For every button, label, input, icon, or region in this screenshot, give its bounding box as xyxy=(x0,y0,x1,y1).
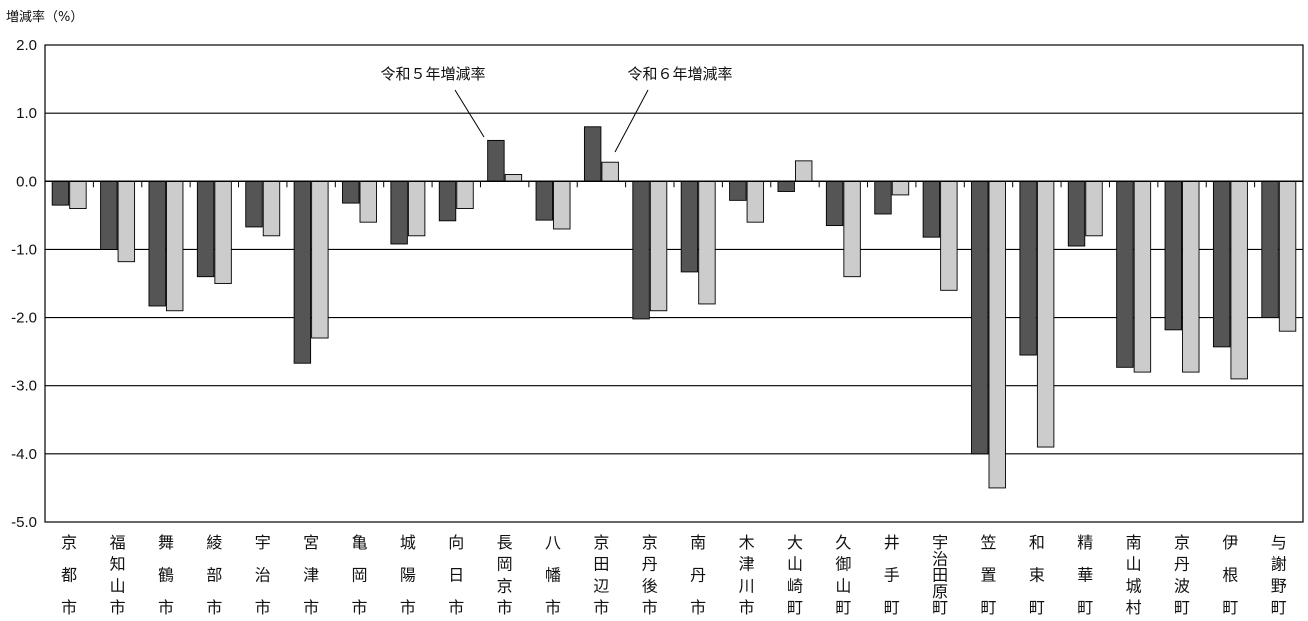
y-tick-label: 2.0 xyxy=(16,37,37,54)
bar-series-1 xyxy=(390,180,408,245)
bar-series-2 xyxy=(117,180,136,263)
category-label: 与謝野町 xyxy=(1271,533,1287,617)
bar-series-1 xyxy=(438,180,457,222)
category-label: 和束町 xyxy=(1029,533,1045,617)
annotation-label: 令和５年増減率 xyxy=(380,65,485,83)
bar-series-1 xyxy=(1164,180,1182,331)
category-label: 京丹波町 xyxy=(1174,533,1190,617)
y-axis-title: 増減率（%） xyxy=(6,10,84,25)
category-label: 木津川市 xyxy=(739,533,755,617)
bar-series-1 xyxy=(632,180,650,320)
bar-series-1 xyxy=(680,180,699,273)
category-label: 井手町 xyxy=(884,533,900,617)
bar-series-2 xyxy=(1085,180,1103,237)
bar-series-2 xyxy=(214,180,232,284)
bar-series-1 xyxy=(729,180,747,201)
category-label: 大山崎町 xyxy=(787,533,803,617)
category-label: 舞鶴市 xyxy=(158,533,174,617)
annotation-leader-line xyxy=(614,89,649,153)
y-tick-label: -4.0 xyxy=(11,446,37,463)
bar-series-2 xyxy=(504,174,523,182)
category-label: 京都市 xyxy=(61,533,77,617)
bar-series-2 xyxy=(795,160,813,182)
category-label: 伊根町 xyxy=(1222,533,1238,617)
category-label: 向日市 xyxy=(448,533,464,617)
bar-series-2 xyxy=(456,180,474,209)
bar-series-2 xyxy=(891,180,910,196)
bar-series-1 xyxy=(1261,180,1279,319)
bar-series-1 xyxy=(535,180,553,221)
category-label: 精華町 xyxy=(1077,533,1093,617)
bar-series-2 xyxy=(166,180,184,312)
bar-series-2 xyxy=(69,180,87,209)
category-label: 宇治市 xyxy=(255,533,271,617)
category-label: 長岡京市 xyxy=(497,533,513,617)
bar-series-2 xyxy=(262,180,281,237)
category-label: 城陽市 xyxy=(400,533,416,617)
bar-series-2 xyxy=(601,161,619,182)
y-axis-ticks: 2.0 1.0 0.0 -1.0 -2.0 -3.0 -4.0 -5.0 xyxy=(11,37,37,531)
bars xyxy=(51,126,1297,489)
bar-series-1 xyxy=(583,126,602,182)
bar-series-1 xyxy=(1212,180,1231,348)
category-label: 京田辺市 xyxy=(593,533,609,617)
y-tick-label: 1.0 xyxy=(16,105,37,122)
bar-series-2 xyxy=(746,180,765,223)
category-label: 南丹市 xyxy=(690,533,706,617)
bar-series-2 xyxy=(1230,180,1248,380)
category-label: 福知山市 xyxy=(110,533,126,617)
bar-series-1 xyxy=(245,180,263,228)
y-tick-label: -2.0 xyxy=(11,310,37,327)
bar-series-2 xyxy=(940,180,958,291)
bar-series-1 xyxy=(100,180,118,250)
y-tick-label: -3.0 xyxy=(11,378,37,395)
category-label: 笠置町 xyxy=(980,533,996,617)
x-axis xyxy=(44,180,1304,188)
bar-series-2 xyxy=(1133,180,1152,373)
bar-series-1 xyxy=(1067,180,1086,247)
bar-series-1 xyxy=(825,180,844,227)
gridlines xyxy=(44,44,1304,523)
bar-series-1 xyxy=(196,180,215,278)
category-label: 南山城村 xyxy=(1126,533,1142,617)
category-label: 綾部市 xyxy=(206,533,222,617)
category-label: 亀岡市 xyxy=(351,533,367,617)
category-labels: 京都市 福知山市 舞鶴市 綾部市 宇治市 宮津市 亀岡市 城陽市 向日市 長岡京市 八幡市 京田辺市 京… xyxy=(61,533,1287,617)
bar-series-1 xyxy=(971,180,989,455)
bar-series-2 xyxy=(698,180,716,305)
bar-series-1 xyxy=(487,139,505,182)
category-label: 宮津市 xyxy=(303,533,319,617)
bar-series-2 xyxy=(311,180,329,339)
annotations: 令和５年増減率 令和６年増減率 xyxy=(380,65,733,153)
bar-series-2 xyxy=(843,180,861,278)
category-label: 久御山町 xyxy=(835,533,851,617)
annotation-leader-line xyxy=(454,89,485,138)
bar-series-2 xyxy=(553,180,571,230)
annotation-label: 令和６年増減率 xyxy=(627,65,732,83)
bar-series-1 xyxy=(293,180,312,364)
bar-series-2 xyxy=(988,180,1006,489)
category-label: 宇治田原町 xyxy=(932,533,948,617)
bar-series-2 xyxy=(649,180,668,312)
y-tick-label: -5.0 xyxy=(11,514,37,531)
bar-series-2 xyxy=(359,180,377,223)
y-tick-label: 0.0 xyxy=(16,173,37,190)
bar-series-1 xyxy=(874,180,892,215)
bar-series-2 xyxy=(1278,180,1297,332)
category-label: 京丹後市 xyxy=(642,533,658,617)
category-label: 八幡市 xyxy=(545,533,561,617)
bar-series-1 xyxy=(342,180,360,204)
bar-series-2 xyxy=(1182,180,1200,373)
bar-series-1 xyxy=(51,180,70,206)
y-tick-label: -1.0 xyxy=(11,241,37,258)
bar-series-1 xyxy=(922,180,941,238)
bar-series-1 xyxy=(777,180,795,192)
plot-frame xyxy=(44,44,1304,523)
bar-series-2 xyxy=(407,180,426,237)
bar-series-1 xyxy=(148,180,166,307)
bar-series-1 xyxy=(1116,180,1134,368)
bar-series-1 xyxy=(1019,180,1037,356)
bar-series-2 xyxy=(1036,180,1055,448)
